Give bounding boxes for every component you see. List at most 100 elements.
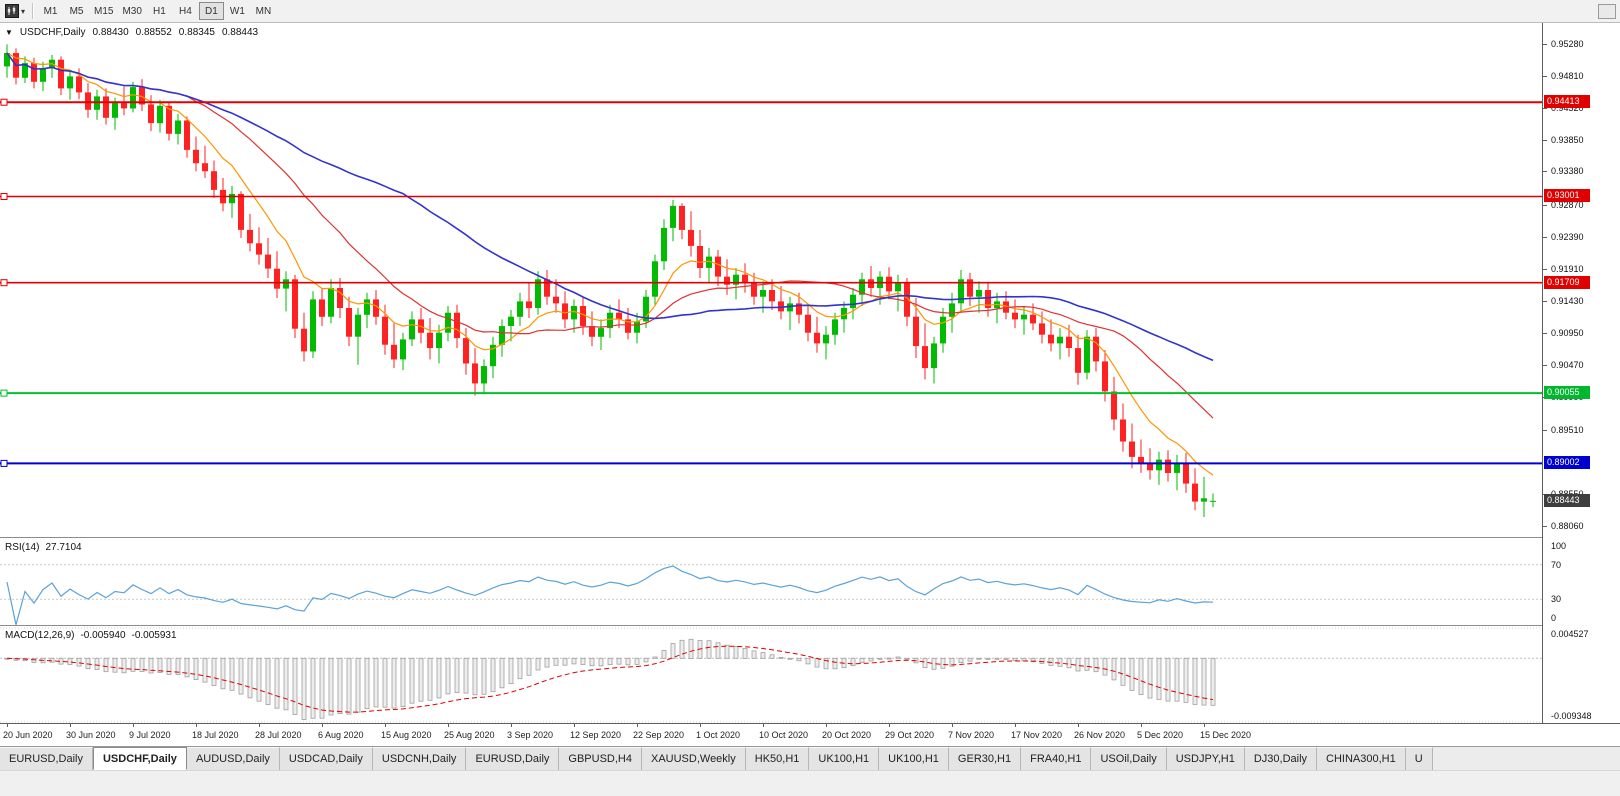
chart-tab[interactable]: UK100,H1 xyxy=(879,747,949,770)
chart-tab-bar: EURUSD,Daily USDCHF,Daily AUDUSD,Daily USDC… xyxy=(0,746,1620,770)
chart-tab[interactable]: DJ30,Daily xyxy=(1244,747,1318,770)
price-axis[interactable]: 0.95280 0.94810 0.94320 0.93850 0.93380 0.928… xyxy=(1542,23,1620,723)
date-axis-label: 5 Dec 2020 xyxy=(1137,730,1184,740)
date-axis-label: 29 Oct 2020 xyxy=(885,730,935,740)
chart-tab[interactable]: USDJPY,H1 xyxy=(1166,747,1245,770)
date-axis-label: 28 Jul 2020 xyxy=(255,730,302,740)
date-axis-tick xyxy=(700,724,701,727)
date-axis-tick xyxy=(259,724,260,727)
price-axis-tick xyxy=(1543,430,1547,431)
price-axis-tick xyxy=(1543,526,1547,527)
date-axis-tick xyxy=(826,724,827,727)
price-axis-tick xyxy=(1543,44,1547,45)
timeframe-button-m5[interactable]: M5 xyxy=(69,6,84,17)
chart-tab[interactable]: AUDUSD,Daily xyxy=(186,747,280,770)
chart-tab[interactable]: USDCHF,Daily xyxy=(92,747,187,770)
candles-layer xyxy=(4,44,1216,517)
price-axis-label: 0.91910 xyxy=(1551,264,1584,274)
toolbar-separator xyxy=(32,3,34,19)
macd-signal-line xyxy=(6,645,1214,713)
price-axis-tick xyxy=(1543,140,1547,141)
date-axis-label: 12 Sep 2020 xyxy=(570,730,622,740)
price-axis-tick xyxy=(1543,301,1547,302)
price-axis-label: 0.89510 xyxy=(1551,425,1584,435)
price-axis-tick xyxy=(1543,269,1547,270)
chart-tab[interactable]: CHINA300,H1 xyxy=(1317,747,1406,770)
chart-tab[interactable]: FRA40,H1 xyxy=(1021,747,1092,770)
date-axis-tick xyxy=(133,724,134,727)
chart-tab[interactable]: U xyxy=(1405,747,1433,770)
date-axis[interactable]: 20 Jun 2020 30 Jun 2020 9 Jul 2020 18 Jul 2… xyxy=(0,723,1620,746)
chart-tab[interactable]: GER30,H1 xyxy=(948,747,1022,770)
chart-tab[interactable]: GBPUSD,H4 xyxy=(559,747,642,770)
date-axis-tick xyxy=(196,724,197,727)
date-axis-tick xyxy=(385,724,386,727)
date-axis-label: 9 Jul 2020 xyxy=(129,730,171,740)
macd-histogram-layer xyxy=(4,638,1216,720)
date-axis-tick xyxy=(7,724,8,727)
chart-tab[interactable]: HK50,H1 xyxy=(745,747,810,770)
pane-splitter[interactable] xyxy=(0,625,1620,626)
timeframe-button-m30[interactable]: M30 xyxy=(122,6,142,17)
date-axis-label: 6 Aug 2020 xyxy=(318,730,364,740)
ohlc-open-value: 0.88430 xyxy=(92,27,129,38)
date-axis-tick xyxy=(511,724,512,727)
chart-tab[interactable]: EURUSD,Daily xyxy=(466,747,560,770)
chart-type-icon[interactable] xyxy=(4,3,20,19)
ohlc-low-value: 0.88345 xyxy=(178,27,215,38)
date-axis-label: 15 Dec 2020 xyxy=(1200,730,1252,740)
timeframe-button-h1[interactable]: H1 xyxy=(153,6,166,17)
chart-tab[interactable]: XAUUSD,Weekly xyxy=(641,747,746,770)
date-axis-label: 18 Jul 2020 xyxy=(192,730,239,740)
main-chart-canvas[interactable] xyxy=(0,23,1542,537)
chart-type-dropdown-caret-icon[interactable]: ▾ xyxy=(21,6,26,16)
timeframe-button-mn[interactable]: MN xyxy=(255,6,272,17)
moving-averages-layer xyxy=(6,52,1214,476)
date-axis-label: 3 Sep 2020 xyxy=(507,730,554,740)
price-tag: 0.93001 xyxy=(1544,189,1590,202)
chart-tab[interactable]: UK100,H1 xyxy=(809,747,880,770)
price-axis-label: 0.90950 xyxy=(1551,328,1584,338)
date-axis-tick xyxy=(637,724,638,727)
line-anchor-marker xyxy=(0,98,8,106)
timeframe-button-d1[interactable]: D1 xyxy=(198,2,224,20)
timeframe-button-m15[interactable]: M15 xyxy=(94,6,114,17)
date-axis-tick xyxy=(1141,724,1142,727)
macd-pane-canvas[interactable] xyxy=(0,627,1542,723)
date-axis-label: 30 Jun 2020 xyxy=(66,730,116,740)
price-axis-label: 0.90470 xyxy=(1551,360,1584,370)
horizontal-lines-layer[interactable] xyxy=(0,98,1542,467)
price-tag: 0.89002 xyxy=(1544,456,1590,469)
date-axis-tick xyxy=(889,724,890,727)
date-axis-label: 7 Nov 2020 xyxy=(948,730,995,740)
timeframe-button-m1[interactable]: M1 xyxy=(43,6,58,17)
price-axis-tick xyxy=(1543,171,1547,172)
price-axis-tick xyxy=(1543,333,1547,334)
ohlc-close-value: 0.88443 xyxy=(221,27,259,38)
toolbar-overflow-button[interactable] xyxy=(1598,3,1616,19)
chart-window[interactable]: ▼ USDCHF,Daily 0.88430 0.88552 0.88345 0… xyxy=(0,23,1620,746)
chart-tab[interactable]: USOil,Daily xyxy=(1091,747,1167,770)
status-bar xyxy=(0,770,1620,796)
chart-tab[interactable]: USDCNH,Daily xyxy=(372,747,467,770)
price-axis-label: 0.93380 xyxy=(1551,166,1584,176)
timeframe-buttons: M1 M5 M15 M30 H1 H4 D1 W1 MN xyxy=(38,2,276,20)
chart-tab[interactable]: USDCAD,Daily xyxy=(279,747,373,770)
price-axis-tick xyxy=(1543,365,1547,366)
date-axis-tick xyxy=(763,724,764,727)
macd-signal-value: -0.005931 xyxy=(131,630,177,641)
line-anchor-marker xyxy=(0,279,8,287)
date-axis-tick xyxy=(322,724,323,727)
date-axis-label: 10 Oct 2020 xyxy=(759,730,809,740)
timeframe-button-h4[interactable]: H4 xyxy=(179,6,192,17)
macd-axis-min-label: -0.009348 xyxy=(1551,711,1592,721)
rsi-pane-canvas[interactable] xyxy=(0,539,1542,625)
price-axis-tick xyxy=(1543,108,1547,109)
pane-splitter[interactable] xyxy=(0,537,1620,538)
chart-tab[interactable]: EURUSD,Daily xyxy=(0,747,93,770)
timeframe-button-w1[interactable]: W1 xyxy=(229,6,245,17)
price-axis-tick xyxy=(1543,76,1547,77)
price-axis-tick xyxy=(1543,205,1547,206)
price-axis-label: 0.92870 xyxy=(1551,200,1584,210)
macd-axis-max-label: 0.004527 xyxy=(1551,629,1589,639)
